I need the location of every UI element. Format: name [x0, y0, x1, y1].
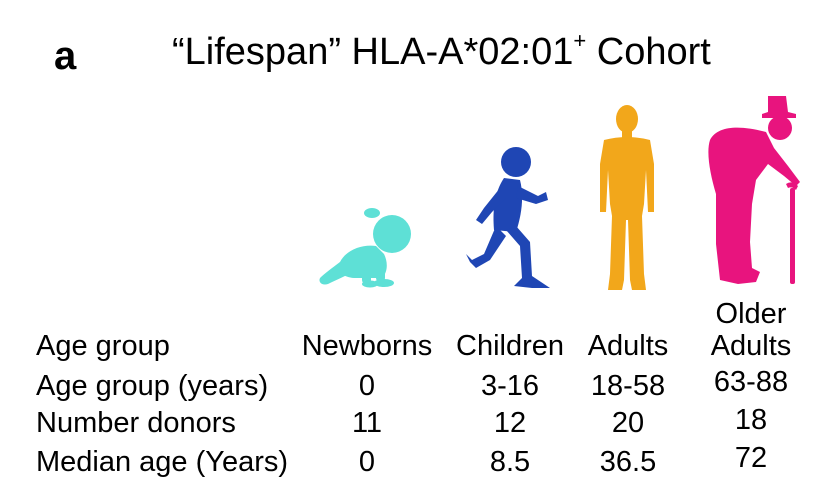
median-children: 8.5 [489, 446, 531, 478]
donors-adults: 20 [611, 407, 645, 439]
title-prefix: “Lifespan” HLA-A*02:01 [172, 31, 574, 73]
years-adults: 18-58 [590, 370, 666, 402]
crawling-baby-icon [319, 208, 411, 288]
median-adults: 36.5 [599, 446, 657, 478]
panel-label: a [54, 34, 77, 78]
row-label-age-group: Age group [36, 330, 170, 362]
title-superscript: + [573, 28, 587, 53]
header-older-line2: Adults [710, 330, 792, 362]
header-newborns: Newborns [301, 330, 433, 362]
years-older: 63-88 [713, 366, 789, 398]
standing-adult-icon [600, 105, 654, 290]
header-children: Children [456, 330, 564, 362]
donors-children: 12 [493, 407, 527, 439]
header-adults: Adults [587, 330, 669, 362]
row-label-number-donors: Number donors [36, 407, 236, 439]
header-older-line1: Older [715, 298, 787, 330]
title-suffix: Cohort [586, 31, 711, 73]
median-newborns: 0 [358, 446, 376, 478]
median-older: 72 [734, 442, 768, 474]
row-label-median-age: Median age (Years) [36, 446, 289, 478]
running-child-icon [466, 147, 550, 288]
years-newborns: 0 [358, 370, 376, 402]
donors-newborns: 11 [351, 407, 383, 439]
figure-title: “Lifespan” HLA-A*02:01+ Cohort [172, 28, 772, 74]
years-children: 3-16 [480, 370, 540, 402]
row-label-age-years: Age group (years) [36, 370, 269, 402]
donors-older: 18 [734, 404, 768, 436]
older-adult-with-cane-icon [708, 96, 800, 285]
